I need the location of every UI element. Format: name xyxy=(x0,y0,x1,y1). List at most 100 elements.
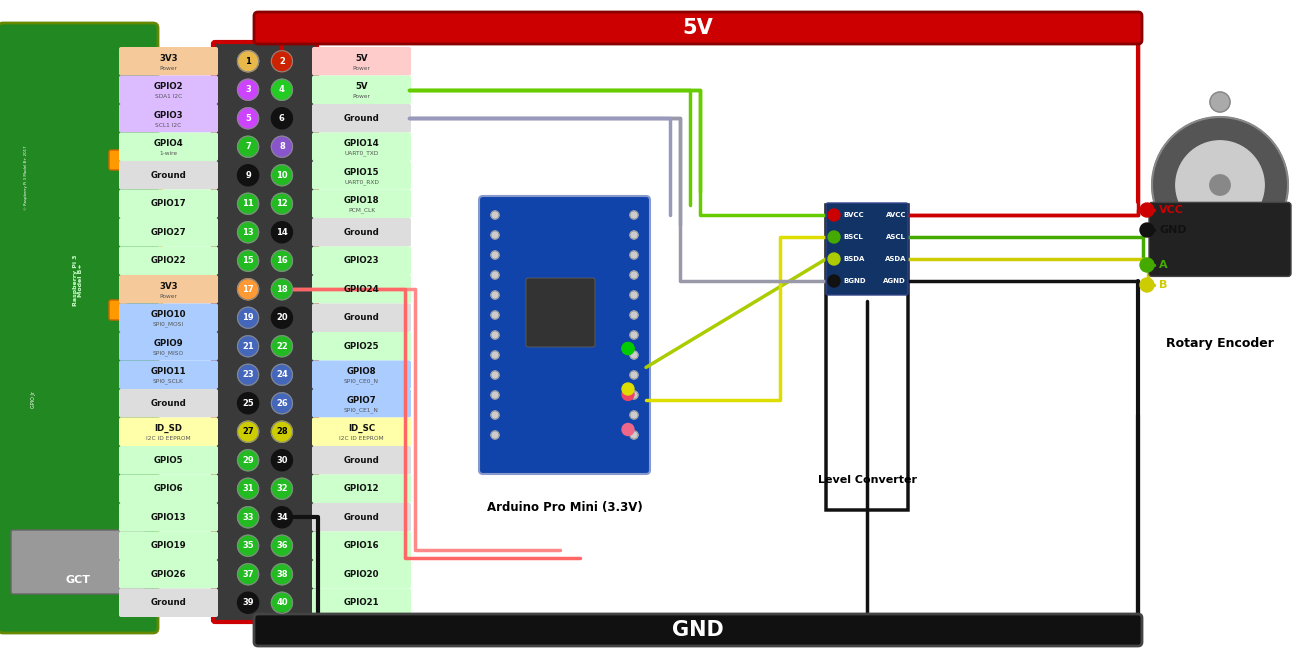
Text: Power: Power xyxy=(353,65,370,71)
Text: 24: 24 xyxy=(276,370,287,379)
Text: GND: GND xyxy=(672,620,724,640)
FancyBboxPatch shape xyxy=(109,150,127,170)
Text: Ground: Ground xyxy=(151,598,186,608)
Text: 3: 3 xyxy=(245,85,251,94)
Text: 13: 13 xyxy=(243,228,255,237)
FancyBboxPatch shape xyxy=(827,203,908,295)
FancyBboxPatch shape xyxy=(312,389,411,417)
Circle shape xyxy=(491,291,499,299)
Text: 2: 2 xyxy=(279,57,285,66)
Text: ID_SD: ID_SD xyxy=(155,424,182,434)
FancyBboxPatch shape xyxy=(1149,202,1291,277)
Circle shape xyxy=(491,411,499,419)
Text: GCT: GCT xyxy=(66,575,91,585)
FancyBboxPatch shape xyxy=(312,475,411,503)
FancyBboxPatch shape xyxy=(119,75,218,104)
Circle shape xyxy=(272,450,293,471)
FancyBboxPatch shape xyxy=(119,47,218,75)
Text: UART0_RXD: UART0_RXD xyxy=(344,179,379,185)
Text: 6: 6 xyxy=(279,114,285,123)
FancyBboxPatch shape xyxy=(312,560,411,589)
FancyBboxPatch shape xyxy=(119,589,218,617)
Circle shape xyxy=(272,364,293,385)
FancyBboxPatch shape xyxy=(312,360,411,389)
FancyBboxPatch shape xyxy=(119,104,218,133)
Text: 31: 31 xyxy=(243,484,255,493)
Text: 36: 36 xyxy=(276,542,287,550)
Text: © Raspberry Pi 3 Model B+ 2017: © Raspberry Pi 3 Model B+ 2017 xyxy=(24,146,28,211)
Text: 37: 37 xyxy=(243,570,253,579)
Text: B: B xyxy=(1158,280,1168,290)
Circle shape xyxy=(272,564,293,585)
Text: ASDA: ASDA xyxy=(884,256,907,262)
Circle shape xyxy=(272,593,293,613)
Circle shape xyxy=(237,193,258,215)
FancyBboxPatch shape xyxy=(109,300,127,320)
Circle shape xyxy=(237,450,258,471)
Text: 5: 5 xyxy=(245,114,251,123)
Circle shape xyxy=(272,535,293,557)
Text: Level Converter: Level Converter xyxy=(817,475,917,485)
Circle shape xyxy=(491,351,499,359)
Text: 15: 15 xyxy=(243,256,255,266)
FancyBboxPatch shape xyxy=(827,205,908,510)
Circle shape xyxy=(630,211,638,219)
Text: GPIO Jr: GPIO Jr xyxy=(30,392,35,409)
Circle shape xyxy=(272,336,293,357)
Text: GPIO12: GPIO12 xyxy=(344,484,379,493)
FancyBboxPatch shape xyxy=(119,389,218,417)
FancyBboxPatch shape xyxy=(312,75,411,104)
Text: 17: 17 xyxy=(243,284,255,294)
Text: GPIO18: GPIO18 xyxy=(344,196,379,205)
Text: SPI0_CE1_N: SPI0_CE1_N xyxy=(344,407,379,413)
Text: SPI0_MISO: SPI0_MISO xyxy=(154,351,184,356)
FancyBboxPatch shape xyxy=(119,332,218,360)
Text: Power: Power xyxy=(160,65,177,71)
FancyBboxPatch shape xyxy=(255,614,1141,646)
Text: 19: 19 xyxy=(243,313,255,322)
Circle shape xyxy=(491,371,499,379)
Text: 23: 23 xyxy=(243,370,255,379)
Circle shape xyxy=(237,222,258,243)
Text: I2C ID EEPROM: I2C ID EEPROM xyxy=(146,436,190,441)
Text: GPIO9: GPIO9 xyxy=(154,339,184,348)
Circle shape xyxy=(630,391,638,399)
Circle shape xyxy=(828,275,840,287)
FancyBboxPatch shape xyxy=(312,532,411,560)
Text: AVCC: AVCC xyxy=(886,212,907,218)
FancyBboxPatch shape xyxy=(119,303,218,332)
FancyBboxPatch shape xyxy=(312,104,411,133)
Circle shape xyxy=(622,343,634,354)
Circle shape xyxy=(272,421,293,442)
FancyBboxPatch shape xyxy=(213,42,318,622)
Circle shape xyxy=(237,564,258,585)
Text: GPIO6: GPIO6 xyxy=(154,484,184,493)
Text: GPIO11: GPIO11 xyxy=(151,368,186,376)
Text: BSCL: BSCL xyxy=(844,234,863,240)
Text: 10: 10 xyxy=(276,171,287,180)
Text: GPIO25: GPIO25 xyxy=(344,342,379,351)
Text: Ground: Ground xyxy=(151,171,186,180)
Text: Ground: Ground xyxy=(344,313,379,322)
Text: 21: 21 xyxy=(243,342,255,351)
FancyBboxPatch shape xyxy=(312,417,411,446)
FancyBboxPatch shape xyxy=(119,446,218,475)
Circle shape xyxy=(272,108,293,129)
Text: GPIO23: GPIO23 xyxy=(344,256,379,266)
Text: BVCC: BVCC xyxy=(844,212,863,218)
Text: A: A xyxy=(1158,260,1168,270)
Text: 35: 35 xyxy=(243,542,255,550)
Text: 3V3: 3V3 xyxy=(159,54,178,63)
FancyBboxPatch shape xyxy=(10,530,146,594)
FancyBboxPatch shape xyxy=(119,417,218,446)
Circle shape xyxy=(828,253,840,265)
FancyBboxPatch shape xyxy=(312,247,411,275)
Text: GPIO20: GPIO20 xyxy=(344,570,379,579)
FancyBboxPatch shape xyxy=(0,23,157,633)
Text: GPIO13: GPIO13 xyxy=(151,513,186,522)
FancyBboxPatch shape xyxy=(119,133,218,161)
Circle shape xyxy=(237,79,258,100)
FancyBboxPatch shape xyxy=(312,161,411,190)
Circle shape xyxy=(237,364,258,385)
Circle shape xyxy=(237,392,258,414)
